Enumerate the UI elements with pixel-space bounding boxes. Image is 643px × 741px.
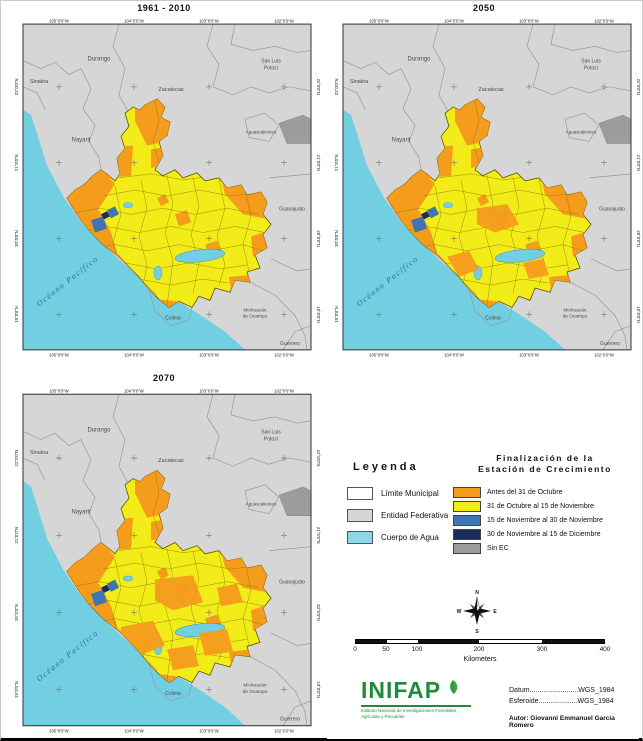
scale-bar-segments xyxy=(355,639,605,644)
legend-row-entidad-federativa: Entidad Federativa xyxy=(347,509,448,522)
compass-s-label: S xyxy=(475,629,479,635)
classification-title-line1: Finalización de la xyxy=(496,453,594,463)
map-canvas-2050 xyxy=(327,16,641,360)
class-row-15nov-30nov: 15 de Noviembre al 30 de Noviembre xyxy=(453,515,603,526)
map-title-2050: 2050 xyxy=(472,3,496,13)
class-label-sin-ec: Sin EC xyxy=(487,545,509,552)
class-row-31oct-15nov: 31 de Octubre al 15 de Noviembre xyxy=(453,501,603,512)
map-panel-2070: 2070 xyxy=(7,373,321,736)
class-swatch-sin-ec xyxy=(453,543,481,554)
class-label-31oct-15nov: 31 de Octubre al 15 de Noviembre xyxy=(487,503,595,510)
map-canvas-2070 xyxy=(7,386,321,736)
compass-w-label: W xyxy=(457,609,462,615)
scale-seg-3 xyxy=(417,640,479,643)
class-swatch-15nov-30nov xyxy=(453,515,481,526)
projection-info: Datum.........................WGS_1984 E… xyxy=(509,685,614,707)
inifap-logo: INIFAP Instituto Nacional de Investigaci… xyxy=(361,679,491,720)
legend-label-entidad-federativa: Entidad Federativa xyxy=(381,511,449,520)
classification-items: Antes del 31 de Octubre 31 de Octubre al… xyxy=(453,487,603,557)
map-title-2070: 2070 xyxy=(152,373,176,383)
class-swatch-30nov-15dic xyxy=(453,529,481,540)
scale-tick-0: 0 xyxy=(353,646,357,653)
scale-bar-unit: Kilometers xyxy=(463,656,497,663)
class-row-30nov-15dic: 30 de Noviembre al 15 de Diciembre xyxy=(453,529,603,540)
scale-seg-2 xyxy=(386,640,418,643)
classification-title-line2: Estación de Crecimiento xyxy=(478,464,612,475)
compass-e-label: E xyxy=(493,609,497,615)
legend-row-limite-municipal: Límite Municipal xyxy=(347,487,448,500)
class-row-antes-31-oct: Antes del 31 de Octubre xyxy=(453,487,603,498)
scale-tick-400: 400 xyxy=(599,646,611,653)
compass-n-label: N xyxy=(475,590,479,596)
leaf-icon xyxy=(449,680,457,694)
legend-swatch-entidad-federativa xyxy=(347,509,373,522)
scale-seg-5 xyxy=(541,640,604,643)
class-label-30nov-15dic: 30 de Noviembre al 15 de Diciembre xyxy=(487,531,601,538)
legend-row-cuerpo-de-agua: Cuerpo de Agua xyxy=(347,531,448,544)
scale-bar: 0 50 100 200 300 400 Kilometers xyxy=(353,635,610,669)
author-line: Autor: Giovanni Emmanuel García Romero xyxy=(509,715,615,729)
inifap-logo-subtitle: Instituto Nacional de Investigaciones Fo… xyxy=(361,705,471,720)
scale-tick-100: 100 xyxy=(411,646,423,653)
class-label-15nov-30nov: 15 de Noviembre al 30 de Noviembre xyxy=(487,517,603,524)
scale-tick-200: 200 xyxy=(473,646,485,653)
legend-label-cuerpo-de-agua: Cuerpo de Agua xyxy=(381,533,439,542)
datum-line: Datum.........................WGS_1984 xyxy=(509,687,615,694)
legend-swatch-limite-municipal xyxy=(347,487,373,500)
scale-tick-50: 50 xyxy=(382,646,390,653)
inifap-logo-text: INIFAP xyxy=(361,677,442,703)
scale-seg-1 xyxy=(356,640,387,643)
class-label-antes-31-oct: Antes del 31 de Octubre xyxy=(487,489,563,496)
compass-rose-icon: N S W E xyxy=(457,590,498,635)
classification-title: Finalización de la Estación de Crecimien… xyxy=(455,453,635,475)
scale-tick-300: 300 xyxy=(536,646,548,653)
legend-area: Leyenda Límite Municipal Entidad Federat… xyxy=(327,447,639,739)
class-swatch-antes-31-oct xyxy=(453,487,481,498)
map-title-1961-2010: 1961 - 2010 xyxy=(137,3,191,13)
class-row-sin-ec: Sin EC xyxy=(453,543,603,554)
class-swatch-31oct-15nov xyxy=(453,501,481,512)
legend-items: Límite Municipal Entidad Federativa Cuer… xyxy=(347,487,448,553)
legend-title: Leyenda xyxy=(353,461,419,473)
esferoide-line: Esferoide....................WGS_1984 xyxy=(509,698,614,706)
map-panel-2050: 2050 xyxy=(327,3,641,360)
legend-label-limite-municipal: Límite Municipal xyxy=(381,489,439,498)
map-panel-1961-2010: 1961 - 2010 xyxy=(7,3,321,360)
legend-swatch-cuerpo-de-agua xyxy=(347,531,373,544)
map-canvas-1961-2010 xyxy=(7,16,321,360)
scale-seg-4 xyxy=(479,640,542,643)
